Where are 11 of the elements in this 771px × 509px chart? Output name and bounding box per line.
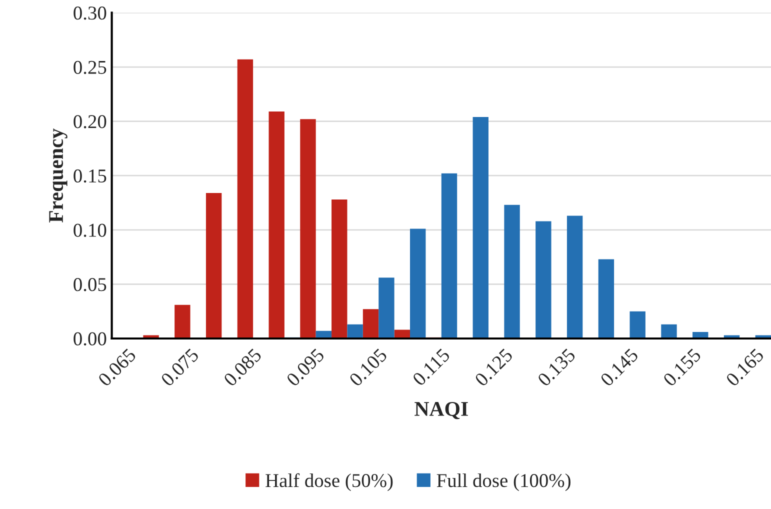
y-tick-label: 0.20 bbox=[74, 115, 106, 128]
x-axis-title: NAQI bbox=[414, 402, 468, 420]
legend-label: Half dose (50%) bbox=[266, 473, 393, 492]
y-axis-title: Frequency bbox=[49, 128, 68, 223]
y-tick-label: 0.05 bbox=[74, 278, 106, 292]
y-tick-label: 0.30 bbox=[74, 6, 106, 20]
legend-label: Full dose (100%) bbox=[436, 473, 570, 492]
y-tick-label: 0.00 bbox=[74, 332, 106, 346]
y-tick-label: 0.25 bbox=[74, 60, 106, 74]
y-tick-label: 0.15 bbox=[74, 169, 106, 183]
y-tick-label: 0.10 bbox=[74, 224, 106, 237]
